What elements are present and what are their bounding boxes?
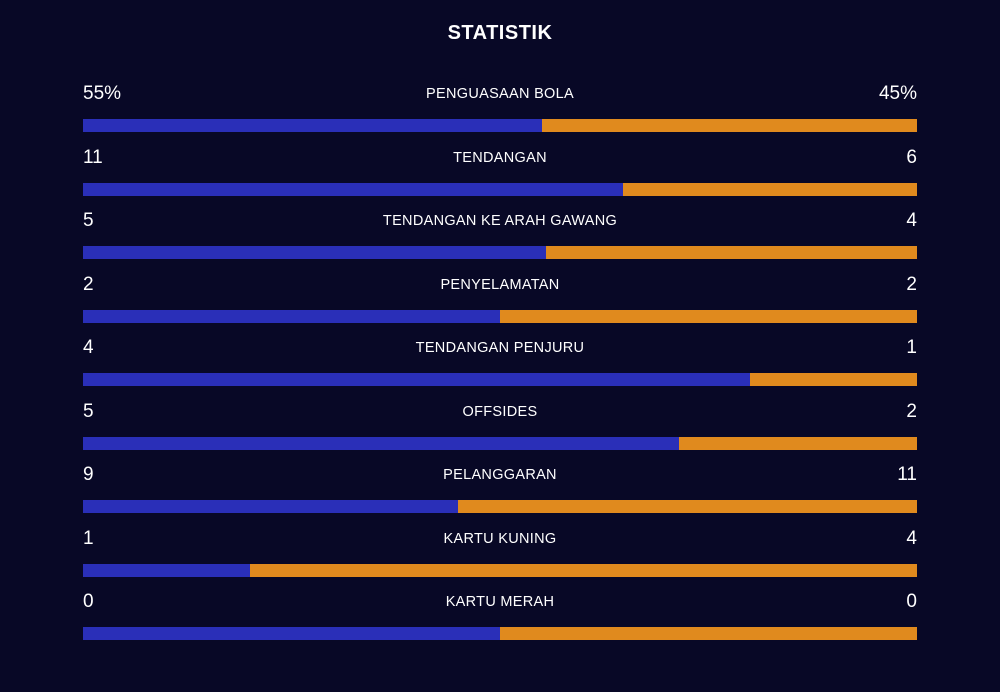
stat-row: KARTU KUNING 1 4 xyxy=(83,527,917,591)
stat-row: PENYELAMATAN 2 2 xyxy=(83,273,917,337)
away-bar-fill xyxy=(500,309,917,323)
stat-label: OFFSIDES xyxy=(462,403,538,420)
stat-header: KARTU MERAH 0 0 xyxy=(83,590,917,614)
stat-label: PENYELAMATAN xyxy=(440,276,560,293)
home-value: 4 xyxy=(83,337,94,358)
away-bar-fill xyxy=(458,500,917,513)
away-value: 2 xyxy=(906,400,917,422)
away-value: 0 xyxy=(906,591,917,612)
home-value: 1 xyxy=(83,527,94,549)
home-value: 11 xyxy=(83,146,103,168)
stat-row: PELANGGARAN 9 11 xyxy=(83,463,917,527)
away-value: 45% xyxy=(878,83,917,104)
stat-header: PELANGGARAN 9 11 xyxy=(83,463,917,487)
home-bar-fill xyxy=(83,182,623,196)
away-value: 4 xyxy=(906,527,917,549)
home-bar-fill xyxy=(83,246,547,259)
away-value: 1 xyxy=(906,337,917,358)
stat-comparison-bar xyxy=(83,373,917,386)
stats-list: PENGUASAAN BOLA 55% 45% TENDANGAN 11 6 TENDANG… xyxy=(83,82,917,654)
stat-comparison-bar xyxy=(83,246,917,259)
away-bar-fill xyxy=(622,182,917,196)
stat-row: PENGUASAAN BOLA 55% 45% xyxy=(83,82,917,146)
home-value: 55% xyxy=(83,83,122,104)
stat-header: TENDANGAN PENJURU 4 1 xyxy=(83,336,917,360)
stat-header: KARTU KUNING 1 4 xyxy=(83,527,917,551)
stat-comparison-bar xyxy=(83,182,917,196)
away-value: 6 xyxy=(906,146,917,168)
home-value: 5 xyxy=(83,400,94,422)
home-value: 0 xyxy=(83,591,94,612)
stat-row: TENDANGAN PENJURU 4 1 xyxy=(83,336,917,400)
away-value: 2 xyxy=(906,273,917,295)
stat-header: PENYELAMATAN 2 2 xyxy=(83,273,917,297)
away-bar-fill xyxy=(678,436,917,450)
stat-comparison-bar xyxy=(83,563,917,577)
stat-comparison-bar xyxy=(83,627,917,640)
stat-row: TENDANGAN KE ARAH GAWANG 5 4 xyxy=(83,209,917,273)
stat-comparison-bar xyxy=(83,119,917,132)
home-bar-fill xyxy=(83,627,500,640)
stat-label: TENDANGAN PENJURU xyxy=(415,340,585,356)
home-bar-fill xyxy=(83,436,679,450)
home-value: 2 xyxy=(83,273,94,295)
home-value: 5 xyxy=(83,210,94,231)
stat-comparison-bar xyxy=(83,436,917,450)
stat-label: TENDANGAN xyxy=(453,149,547,166)
home-bar-fill xyxy=(83,563,250,577)
home-bar-fill xyxy=(83,309,500,323)
stat-row: TENDANGAN 11 6 xyxy=(83,146,917,210)
away-bar-fill xyxy=(750,373,917,386)
stat-header: TENDANGAN 11 6 xyxy=(83,146,917,170)
stat-row: KARTU MERAH 0 0 xyxy=(83,590,917,654)
home-bar-fill xyxy=(83,373,751,386)
stat-label: PENGUASAAN BOLA xyxy=(426,86,574,102)
stat-label: PELANGGARAN xyxy=(443,467,557,483)
stat-comparison-bar xyxy=(83,309,917,323)
home-bar-fill xyxy=(83,119,542,132)
stat-comparison-bar xyxy=(83,500,917,513)
away-bar-fill xyxy=(541,119,917,132)
away-value: 4 xyxy=(906,210,917,231)
stat-label: KARTU KUNING xyxy=(443,530,557,547)
away-bar-fill xyxy=(546,246,917,259)
stat-label: TENDANGAN KE ARAH GAWANG xyxy=(382,213,618,229)
stat-row: OFFSIDES 5 2 xyxy=(83,400,917,464)
home-value: 9 xyxy=(83,464,94,485)
stat-header: TENDANGAN KE ARAH GAWANG 5 4 xyxy=(83,209,917,233)
away-bar-fill xyxy=(249,563,917,577)
stat-header: PENGUASAAN BOLA 55% 45% xyxy=(83,82,917,106)
away-bar-fill xyxy=(500,627,917,640)
away-value: 11 xyxy=(897,464,917,485)
home-bar-fill xyxy=(83,500,459,513)
stats-title: STATISTIK xyxy=(447,22,553,44)
stat-header: OFFSIDES 5 2 xyxy=(83,400,917,424)
stat-label: KARTU MERAH xyxy=(445,594,555,610)
